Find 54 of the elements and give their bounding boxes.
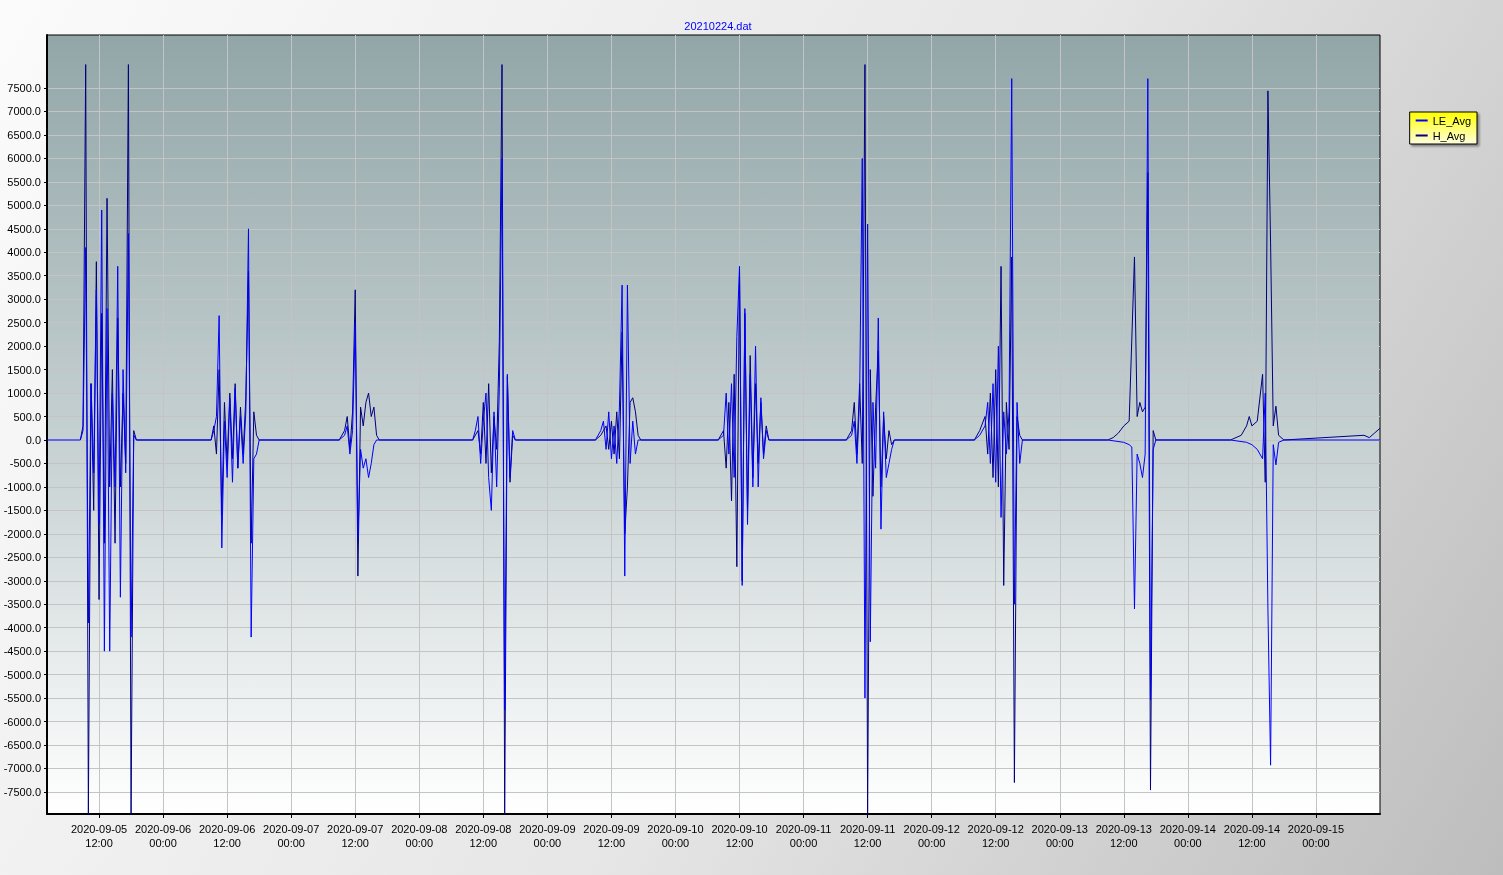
y-tick-label: -5500.0 — [3, 692, 41, 705]
x-tick-label: 2020-09-09 12:00 — [583, 823, 640, 849]
y-tick-label: 0.0 — [25, 433, 41, 446]
x-tick-label: 2020-09-13 00:00 — [1031, 823, 1088, 849]
y-tick-label: -4500.0 — [3, 645, 41, 658]
y-tick-label: 1000.0 — [7, 387, 41, 400]
y-tick-label: 1500.0 — [7, 363, 41, 376]
chart-title: 20210224.dat — [684, 19, 752, 32]
y-tick-label: -7500.0 — [3, 785, 41, 798]
x-tick-label: 2020-09-08 00:00 — [391, 823, 448, 849]
x-tick-label: 2020-09-10 12:00 — [711, 823, 768, 849]
x-tick-label: 2020-09-08 12:00 — [455, 823, 512, 849]
x-tick-label: 2020-09-15 00:00 — [1287, 823, 1345, 849]
y-tick-label: 6500.0 — [7, 128, 41, 141]
y-tick-label: -1500.0 — [3, 504, 41, 517]
y-tick-label: 5000.0 — [7, 199, 41, 212]
y-tick-label: 7000.0 — [7, 105, 41, 118]
y-tick-label: 4500.0 — [7, 222, 41, 235]
x-tick-label: 2020-09-14 00:00 — [1159, 823, 1216, 849]
y-tick-label: 3000.0 — [7, 293, 41, 306]
x-tick-label: 2020-09-05 12:00 — [70, 823, 128, 849]
y-tick-label: 3500.0 — [7, 269, 41, 282]
y-tick-label: -2500.0 — [3, 551, 41, 564]
y-tick-label: -4000.0 — [3, 621, 41, 634]
x-tick-label: 2020-09-13 12:00 — [1095, 823, 1152, 849]
y-tick-label: -1000.0 — [3, 480, 41, 493]
x-tick-label: 2020-09-12 00:00 — [903, 823, 960, 849]
y-tick-label: 6000.0 — [7, 152, 41, 165]
y-tick-label: 2500.0 — [7, 316, 41, 329]
y-tick-label: -5000.0 — [3, 668, 41, 681]
y-tick-label: 500.0 — [13, 410, 41, 423]
x-tick-label: 2020-09-10 00:00 — [647, 823, 704, 849]
y-tick-label: 2000.0 — [7, 340, 41, 353]
x-tick-label: 2020-09-11 00:00 — [775, 823, 832, 849]
y-tick-label: -2000.0 — [3, 527, 41, 540]
y-tick-label: -3500.0 — [3, 598, 41, 611]
x-tick-label: 2020-09-14 12:00 — [1223, 823, 1281, 849]
y-tick-label: -6000.0 — [3, 715, 41, 728]
y-tick-label: -500.0 — [9, 457, 41, 470]
x-tick-label: 2020-09-12 12:00 — [967, 823, 1024, 849]
x-tick-label: 2020-09-06 00:00 — [134, 823, 192, 849]
y-tick-label: 5500.0 — [7, 175, 41, 188]
legend-label: H_Avg — [1432, 129, 1466, 142]
y-tick-label: 4000.0 — [7, 246, 41, 259]
y-tick-label: -6500.0 — [3, 739, 41, 752]
y-tick-label: -3000.0 — [3, 574, 41, 587]
x-tick-label: 2020-09-07 00:00 — [263, 823, 320, 849]
legend-label: LE_Avg — [1432, 114, 1471, 127]
x-tick-label: 2020-09-06 12:00 — [198, 823, 256, 849]
x-tick-label: 2020-09-07 12:00 — [327, 823, 384, 849]
y-tick-label: -7000.0 — [3, 762, 41, 775]
x-tick-label: 2020-09-11 12:00 — [839, 823, 896, 849]
x-tick-label: 2020-09-09 00:00 — [519, 823, 576, 849]
y-tick-label: 7500.0 — [7, 82, 41, 95]
